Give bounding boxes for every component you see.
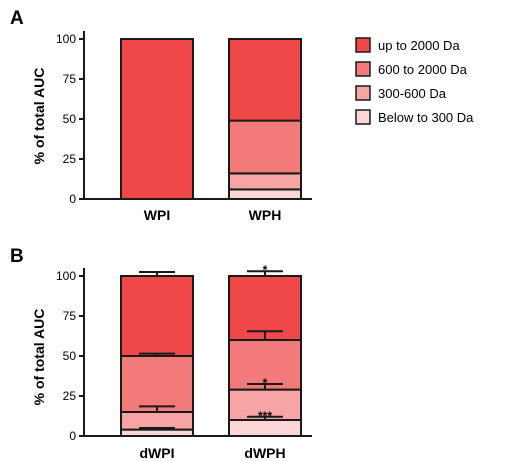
legend-label: 300-600 Da <box>378 86 447 101</box>
y-tick-label: 100 <box>56 32 76 46</box>
legend-label: Below to 300 Da <box>378 110 474 125</box>
legend-label: up to 2000 Da <box>378 38 460 53</box>
category-label: dWPH <box>244 445 285 461</box>
y-tick-label: 75 <box>63 309 77 323</box>
bar-segment <box>120 275 194 357</box>
bar-segment <box>228 339 302 391</box>
bar-segment <box>228 275 302 341</box>
legend-swatch <box>355 61 371 77</box>
bar-segment <box>120 355 194 413</box>
legend: up to 2000 Da 600 to 2000 Da 300-600 Da Bel… <box>355 37 474 125</box>
legend-label: 600 to 2000 Da <box>378 62 468 77</box>
bar-segment <box>228 188 302 200</box>
y-tick-label: 25 <box>63 389 77 403</box>
category-label: dWPI <box>140 445 175 461</box>
bar-segment <box>228 119 302 175</box>
y-tick-label: 50 <box>63 112 77 126</box>
legend-swatch <box>355 37 371 53</box>
y-tick-label: 25 <box>63 152 77 166</box>
y-axis-title-a: % of total AUC <box>31 68 47 165</box>
y-tick-label: 100 <box>56 269 76 283</box>
y-axis-title-b: % of total AUC <box>31 309 47 406</box>
bar-segment <box>228 38 302 122</box>
y-tick-label: 75 <box>63 72 77 86</box>
y-tick-label: 0 <box>69 429 76 443</box>
bar-segment <box>228 172 302 191</box>
panel-a: A % of total AUC 0 25 50 75 100 WPI WPH <box>10 8 312 223</box>
significance-label: * <box>263 263 268 277</box>
significance-label: * <box>263 376 268 390</box>
category-label: WPI <box>144 207 170 223</box>
y-tick-label: 50 <box>63 349 77 363</box>
significance-label: *** <box>258 409 272 423</box>
legend-swatch <box>355 109 371 125</box>
category-label: WPH <box>249 207 282 223</box>
y-tick-label: 0 <box>69 192 76 206</box>
panel-letter-b: B <box>10 246 24 267</box>
legend-swatch <box>355 85 371 101</box>
bar-segment <box>120 411 194 431</box>
panel-letter-a: A <box>10 8 24 29</box>
bar-segment <box>120 38 194 200</box>
